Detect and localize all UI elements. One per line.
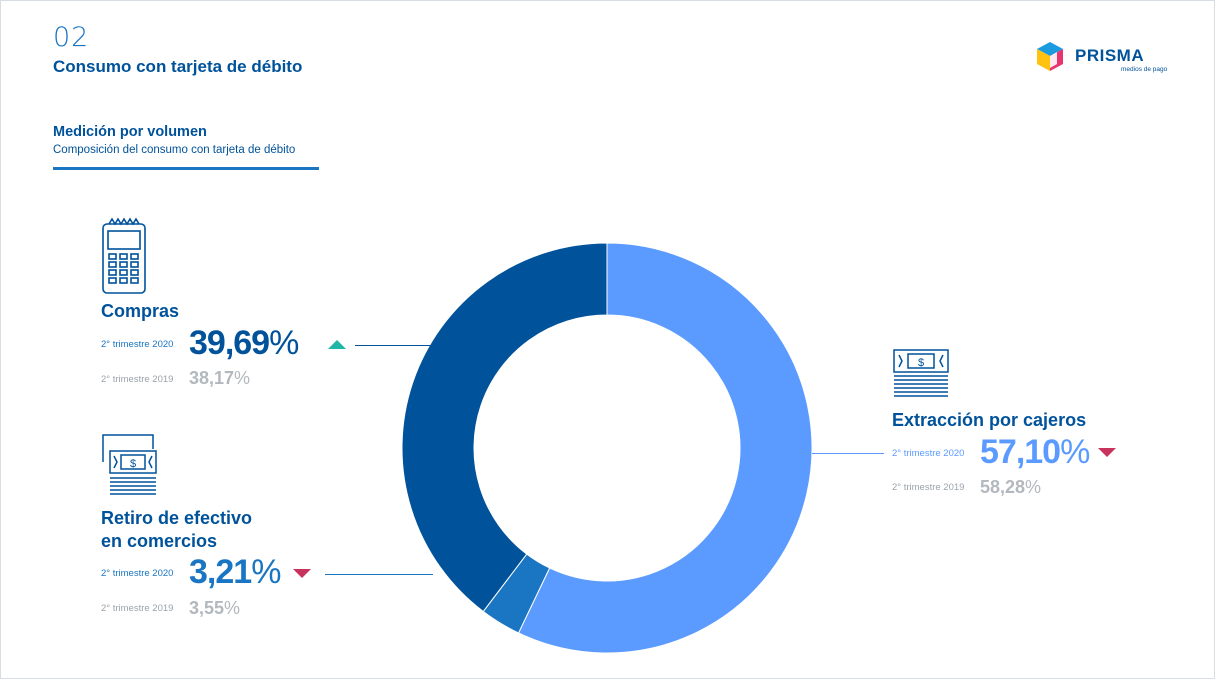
retiro-title: Retiro de efectivo en comercios (101, 508, 253, 551)
trend-up-icon (328, 340, 346, 349)
compras-previous-value: 38,17% (189, 368, 251, 388)
retiro-leader-line (325, 574, 433, 575)
compras-leader-line (355, 345, 433, 346)
compras-current-value: 39,69% (189, 324, 299, 362)
extraccion-leader-line (812, 453, 884, 454)
retiro-previous-value: 3,55% (189, 598, 241, 618)
cash-bills-icon: $ (102, 434, 157, 495)
retiro-previous-period: 2° trimestre 2019 (101, 603, 174, 614)
trend-down-icon (1098, 448, 1116, 457)
compras-previous-period: 2° trimestre 2019 (101, 374, 174, 385)
donut-slice-3 (401, 242, 608, 613)
svg-text:$: $ (130, 458, 136, 470)
prisma-logo: PRISMA medios de pago (1033, 40, 1167, 74)
page-title: Consumo con tarjeta de débito (53, 57, 303, 76)
section-subtitle: Medición por volumen (53, 124, 207, 140)
logo-tagline: medios de pago (1121, 66, 1168, 73)
logo-name: PRISMA (1075, 46, 1145, 65)
section-description: Composición del consumo con tarjeta de d… (53, 144, 296, 156)
compras-current-period: 2° trimestre 2020 (101, 339, 174, 350)
pos-terminal-icon (102, 217, 146, 294)
extraccion-current-period: 2° trimestre 2020 (892, 448, 965, 459)
retiro-current-period: 2° trimestre 2020 (101, 568, 174, 579)
retiro-current-value: 3,21% (189, 553, 281, 591)
prisma-logo-mark-icon (1037, 42, 1063, 71)
donut-slice-1 (517, 242, 813, 654)
subtitle-underline (53, 167, 319, 170)
trend-down-icon (293, 569, 311, 578)
svg-text:$: $ (918, 357, 924, 369)
extraccion-previous-period: 2° trimestre 2019 (892, 482, 965, 493)
cash-stack-icon: $ (893, 349, 949, 397)
extraccion-previous-value: 58,28% (980, 477, 1042, 497)
compras-title: Compras (101, 301, 180, 321)
extraccion-current-value: 57,10% (980, 433, 1090, 471)
section-number: 02 (53, 22, 90, 53)
extraccion-title: Extracción por cajeros (892, 410, 1087, 430)
